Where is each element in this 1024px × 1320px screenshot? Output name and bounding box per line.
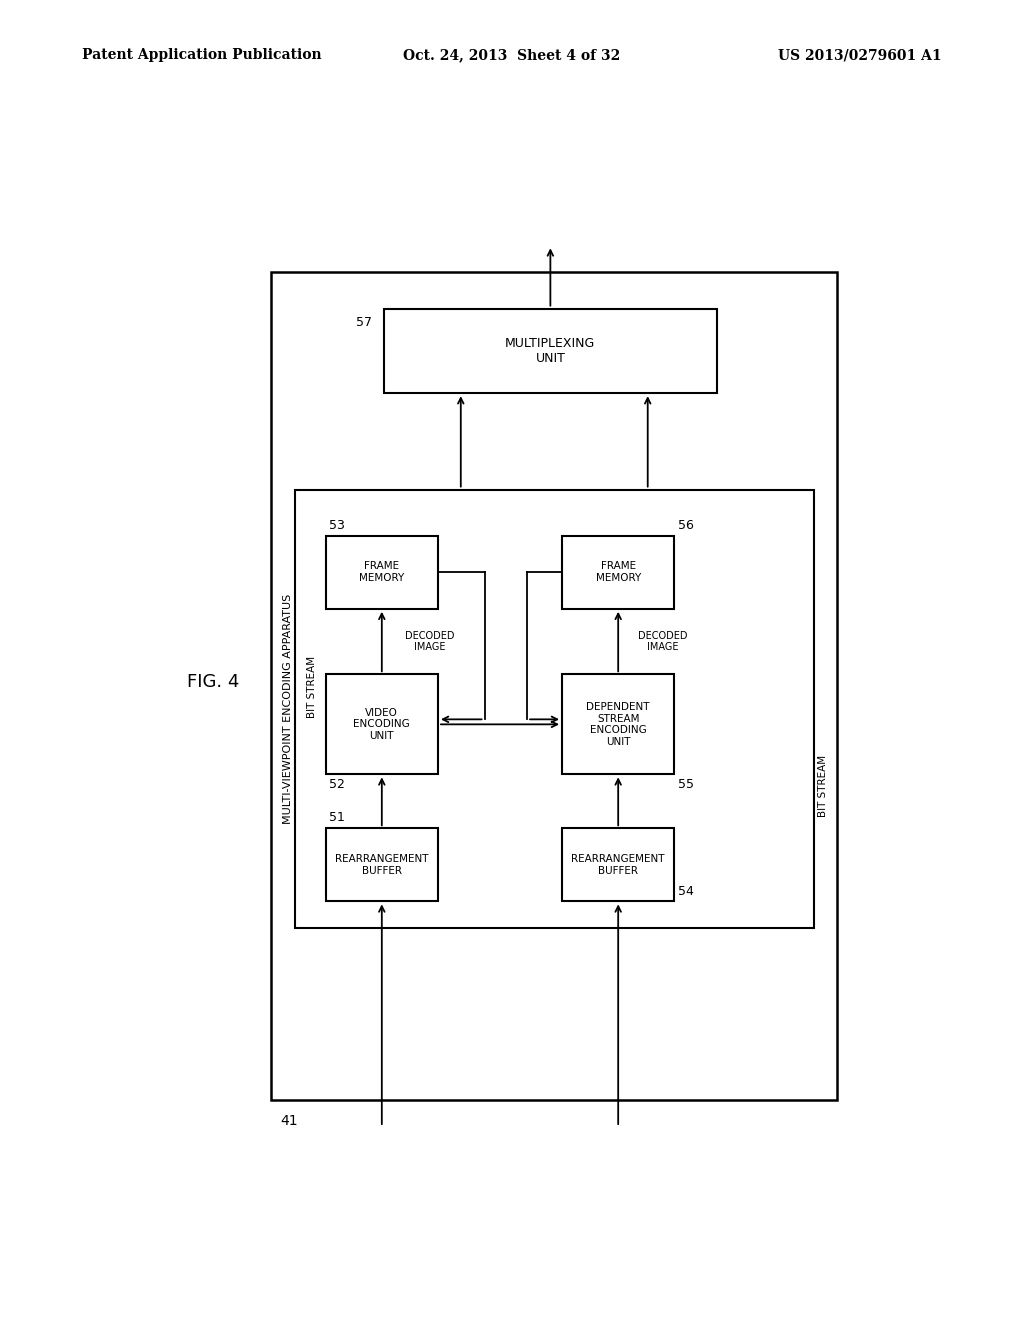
- Text: VIDEO
ENCODING
UNIT: VIDEO ENCODING UNIT: [353, 708, 411, 741]
- Bar: [295, 490, 814, 928]
- Text: REARRANGEMENT
BUFFER: REARRANGEMENT BUFFER: [335, 854, 429, 875]
- Text: 52: 52: [330, 779, 345, 791]
- Text: 55: 55: [678, 779, 694, 791]
- Text: Patent Application Publication: Patent Application Publication: [82, 49, 322, 62]
- Text: 51: 51: [330, 812, 345, 825]
- Text: DEPENDENT
STREAM
ENCODING
UNIT: DEPENDENT STREAM ENCODING UNIT: [587, 702, 650, 747]
- Text: 57: 57: [356, 317, 372, 329]
- Text: FIG. 4: FIG. 4: [187, 673, 240, 690]
- Bar: [562, 829, 675, 902]
- Bar: [271, 272, 838, 1100]
- Text: MULTI-VIEWPOINT ENCODING APPARATUS: MULTI-VIEWPOINT ENCODING APPARATUS: [284, 594, 294, 825]
- Text: 41: 41: [281, 1114, 298, 1129]
- Text: DECODED
IMAGE: DECODED IMAGE: [406, 631, 455, 652]
- Text: FRAME
MEMORY: FRAME MEMORY: [596, 561, 641, 583]
- Bar: [326, 829, 438, 902]
- Text: REARRANGEMENT
BUFFER: REARRANGEMENT BUFFER: [571, 854, 665, 875]
- Bar: [562, 536, 675, 609]
- Bar: [562, 675, 675, 775]
- Text: BIT STREAM: BIT STREAM: [306, 656, 316, 718]
- Text: DECODED
IMAGE: DECODED IMAGE: [638, 631, 687, 652]
- Bar: [326, 675, 438, 775]
- Text: US 2013/0279601 A1: US 2013/0279601 A1: [778, 49, 942, 62]
- Text: 54: 54: [678, 884, 694, 898]
- Text: MULTIPLEXING
UNIT: MULTIPLEXING UNIT: [505, 337, 596, 364]
- Text: FRAME
MEMORY: FRAME MEMORY: [359, 561, 404, 583]
- Bar: [384, 309, 717, 393]
- Text: 56: 56: [678, 519, 694, 532]
- Text: 53: 53: [330, 519, 345, 532]
- Text: BIT STREAM: BIT STREAM: [818, 755, 828, 817]
- Text: Oct. 24, 2013  Sheet 4 of 32: Oct. 24, 2013 Sheet 4 of 32: [403, 49, 621, 62]
- Bar: [326, 536, 438, 609]
